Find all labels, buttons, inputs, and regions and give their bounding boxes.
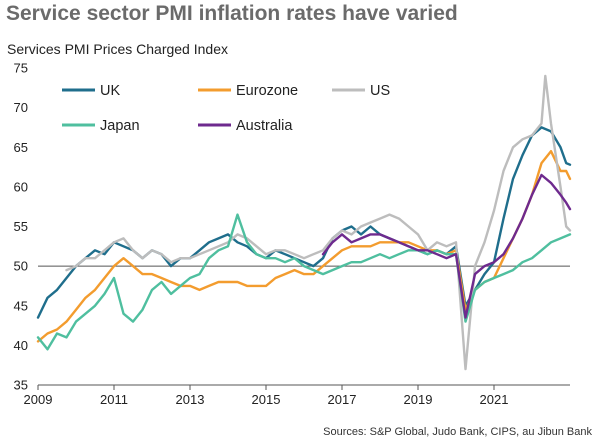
y-tick-label: 50 <box>14 259 28 274</box>
y-tick-label: 55 <box>14 219 28 234</box>
legend-label: Eurozone <box>236 83 298 99</box>
x-tick-label: 2013 <box>176 392 205 407</box>
series-line-japan <box>36 213 572 351</box>
x-tick-label: 2011 <box>100 392 128 407</box>
legend-label: US <box>370 83 390 99</box>
y-tick-label: 40 <box>14 338 28 353</box>
legend-item-eurozone: Eurozone <box>198 83 298 99</box>
x-tick-label: 2015 <box>252 392 281 407</box>
y-tick-label: 35 <box>14 378 28 393</box>
x-tick-label: 2009 <box>24 392 53 407</box>
x-tick-label: 2017 <box>328 392 357 407</box>
legend-item-uk: UK <box>62 83 120 99</box>
legend-label: Australia <box>236 118 293 134</box>
y-tick-label: 60 <box>14 179 28 194</box>
legend: UK Eurozone US Japan Australia <box>62 83 390 134</box>
y-tick-label: 45 <box>14 298 28 313</box>
series-line-us <box>65 74 572 371</box>
y-tick-label: 65 <box>14 140 28 155</box>
series-line-eurozone <box>36 150 572 343</box>
legend-item-japan: Japan <box>62 118 140 134</box>
y-tick-label: 75 <box>14 61 28 76</box>
y-tick-label: 70 <box>14 100 28 115</box>
series-line-uk <box>36 126 572 319</box>
y-axis-label: Services PMI Prices Charged Index <box>7 41 228 57</box>
series-lines <box>36 74 572 371</box>
x-tick-label: 2021 <box>480 392 509 407</box>
x-tick-label: 2019 <box>404 392 433 407</box>
source-note: Sources: S&P Global, Judo Bank, CIPS, au… <box>323 426 592 438</box>
legend-item-us: US <box>332 83 390 99</box>
series-line-australia <box>321 173 572 319</box>
legend-label: UK <box>100 83 120 99</box>
axes: 35 40 45 50 55 60 65 70 75 2009 2011 2013 2015 2017 20… <box>14 61 570 407</box>
legend-label: Japan <box>100 118 140 134</box>
chart-title: Service sector PMI inflation rates have … <box>6 2 458 25</box>
legend-item-australia: Australia <box>198 118 293 134</box>
